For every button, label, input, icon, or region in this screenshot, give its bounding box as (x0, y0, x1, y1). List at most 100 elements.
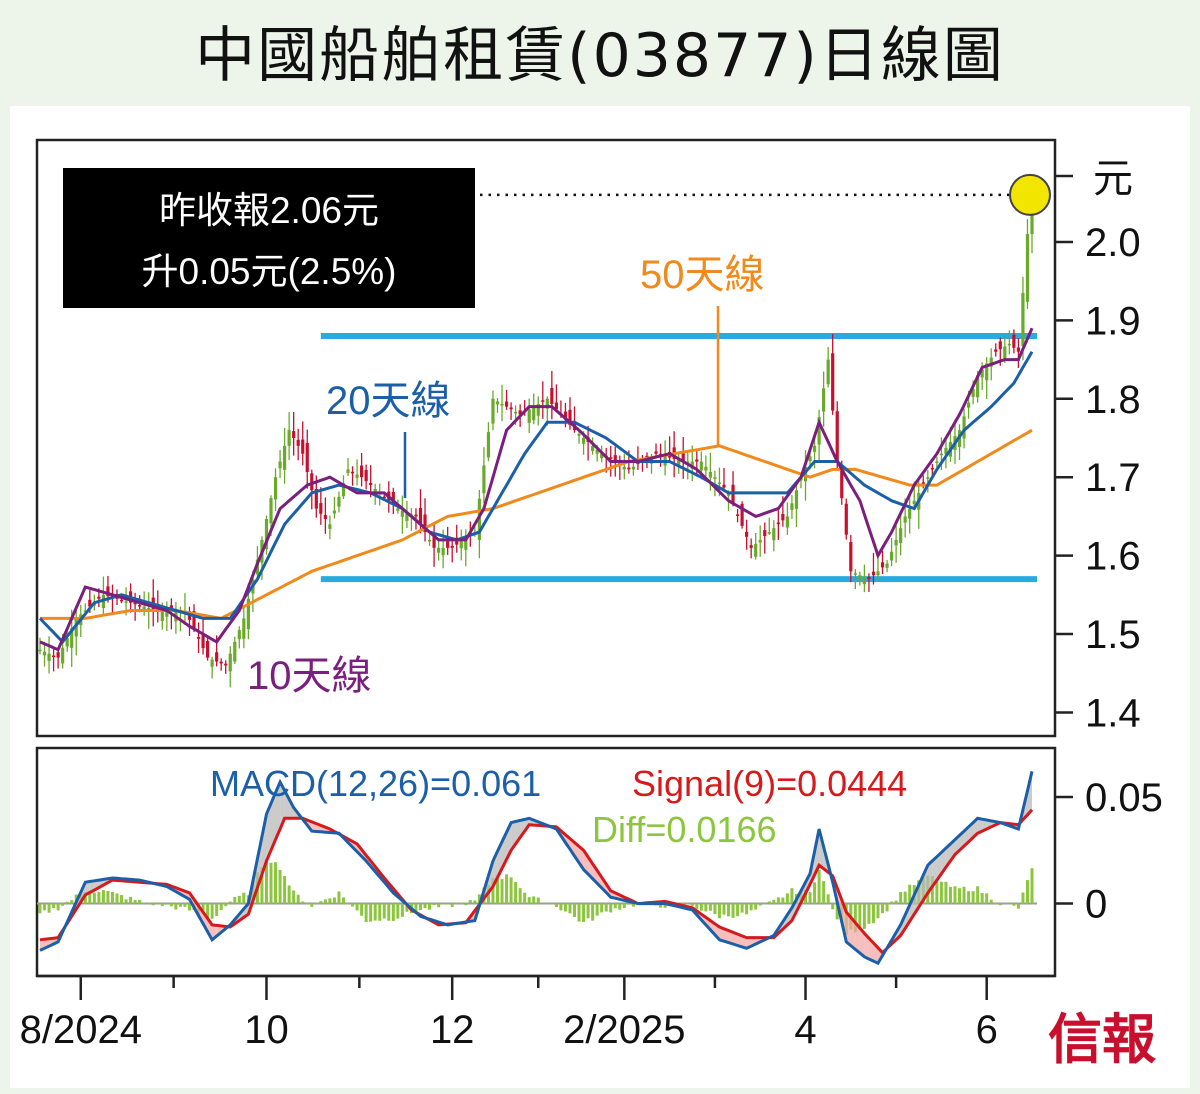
candle-body (233, 641, 237, 662)
diff-bar (305, 903, 309, 905)
diff-bar (423, 903, 427, 909)
diff-bar (120, 895, 124, 904)
candle-body (1012, 334, 1016, 348)
candle-body (763, 530, 767, 537)
diff-bar (935, 881, 939, 904)
diff-bar (156, 902, 160, 904)
diff-bar (396, 903, 400, 919)
candle-body (962, 416, 966, 439)
candle-body (264, 519, 269, 550)
candle-body (246, 598, 250, 630)
diff-bar (106, 890, 110, 904)
diff-bar (52, 903, 56, 909)
candle-body (106, 586, 110, 597)
candle-body (450, 545, 454, 548)
candle-body (899, 528, 903, 544)
diff-bar (56, 903, 60, 911)
diff-bar (278, 869, 282, 904)
candle-body (595, 449, 599, 454)
candle-body (717, 482, 722, 484)
price-axis-label: 1.8 (1085, 378, 1141, 422)
candle-body (826, 359, 830, 385)
diff-bar (563, 903, 567, 912)
diff-bar (980, 892, 984, 904)
info-line-2: 升0.05元(2.5%) (142, 251, 397, 292)
macd-axis-label: 0.05 (1085, 776, 1163, 820)
candle-body (482, 465, 486, 494)
candle-body (609, 457, 613, 459)
diff-bar (387, 903, 391, 921)
candle-body (446, 541, 450, 548)
diff-label: Diff=0.0166 (592, 809, 776, 850)
macd-fill-segment (932, 856, 937, 887)
diff-bar (97, 891, 101, 904)
candle-body (781, 513, 785, 521)
diff-bar (296, 894, 300, 904)
candle-body (518, 410, 522, 415)
candle-body (418, 507, 423, 525)
diff-bar (600, 903, 604, 913)
candle-body (858, 575, 862, 581)
candle-body (831, 353, 835, 411)
diff-bar (550, 903, 554, 905)
candle-body (437, 547, 441, 553)
info-box: 昨收報2.06元 升0.05元(2.5%) (63, 168, 475, 308)
candle-body (292, 431, 296, 438)
diff-bar (264, 858, 268, 904)
diff-bar (328, 898, 332, 904)
diff-bar (532, 896, 536, 904)
diff-bar (663, 903, 667, 908)
candle-body (242, 618, 246, 639)
diff-bar (187, 903, 191, 911)
diff-bar (364, 903, 368, 923)
candle-body (296, 439, 300, 446)
diff-bar (953, 886, 957, 904)
ma50-line (40, 428, 1033, 620)
candle-body (808, 456, 812, 462)
diff-bar (228, 901, 232, 904)
diff-bar (1030, 868, 1034, 904)
candle-body (47, 653, 51, 661)
diff-bar (147, 902, 151, 904)
candle-body (165, 610, 169, 617)
diff-bar (867, 903, 871, 924)
candle-body (364, 469, 368, 482)
candle-body (980, 369, 984, 378)
diff-bar (822, 881, 826, 904)
candle-body (541, 400, 545, 402)
brand-logo: 信報 (1048, 1007, 1156, 1071)
diff-bar (391, 903, 395, 921)
candle-body (862, 577, 867, 585)
candle-body (889, 551, 894, 561)
candle-body (310, 473, 314, 491)
diff-bar (400, 903, 404, 917)
macd-label: MACD(12,26)=0.061 (210, 763, 541, 804)
diff-bar (505, 874, 509, 904)
candle-body (273, 477, 278, 500)
candle-body (722, 484, 726, 488)
candle-body (880, 562, 885, 568)
candle-body (994, 349, 998, 352)
candle-body (835, 411, 839, 462)
diff-bar (237, 895, 241, 904)
diff-bar (210, 903, 214, 919)
diff-bar (948, 886, 952, 904)
diff-bar (43, 903, 47, 911)
diff-bar (772, 899, 776, 904)
candle-body (536, 404, 540, 416)
price-axis-label: 1.6 (1085, 535, 1141, 579)
candle-body (772, 528, 776, 541)
diff-bar (554, 903, 558, 908)
candle-body (876, 571, 880, 576)
macd-fill-segment (728, 930, 733, 944)
diff-bar (382, 903, 386, 919)
diff-bar (989, 899, 993, 904)
candle-body (527, 409, 531, 423)
diff-bar (890, 901, 894, 904)
diff-bar (310, 903, 314, 907)
diff-bar (70, 900, 74, 904)
diff-bar (971, 891, 975, 904)
candle-body (817, 417, 821, 445)
macd-fill-segment (864, 933, 869, 959)
diff-bar (287, 885, 291, 904)
